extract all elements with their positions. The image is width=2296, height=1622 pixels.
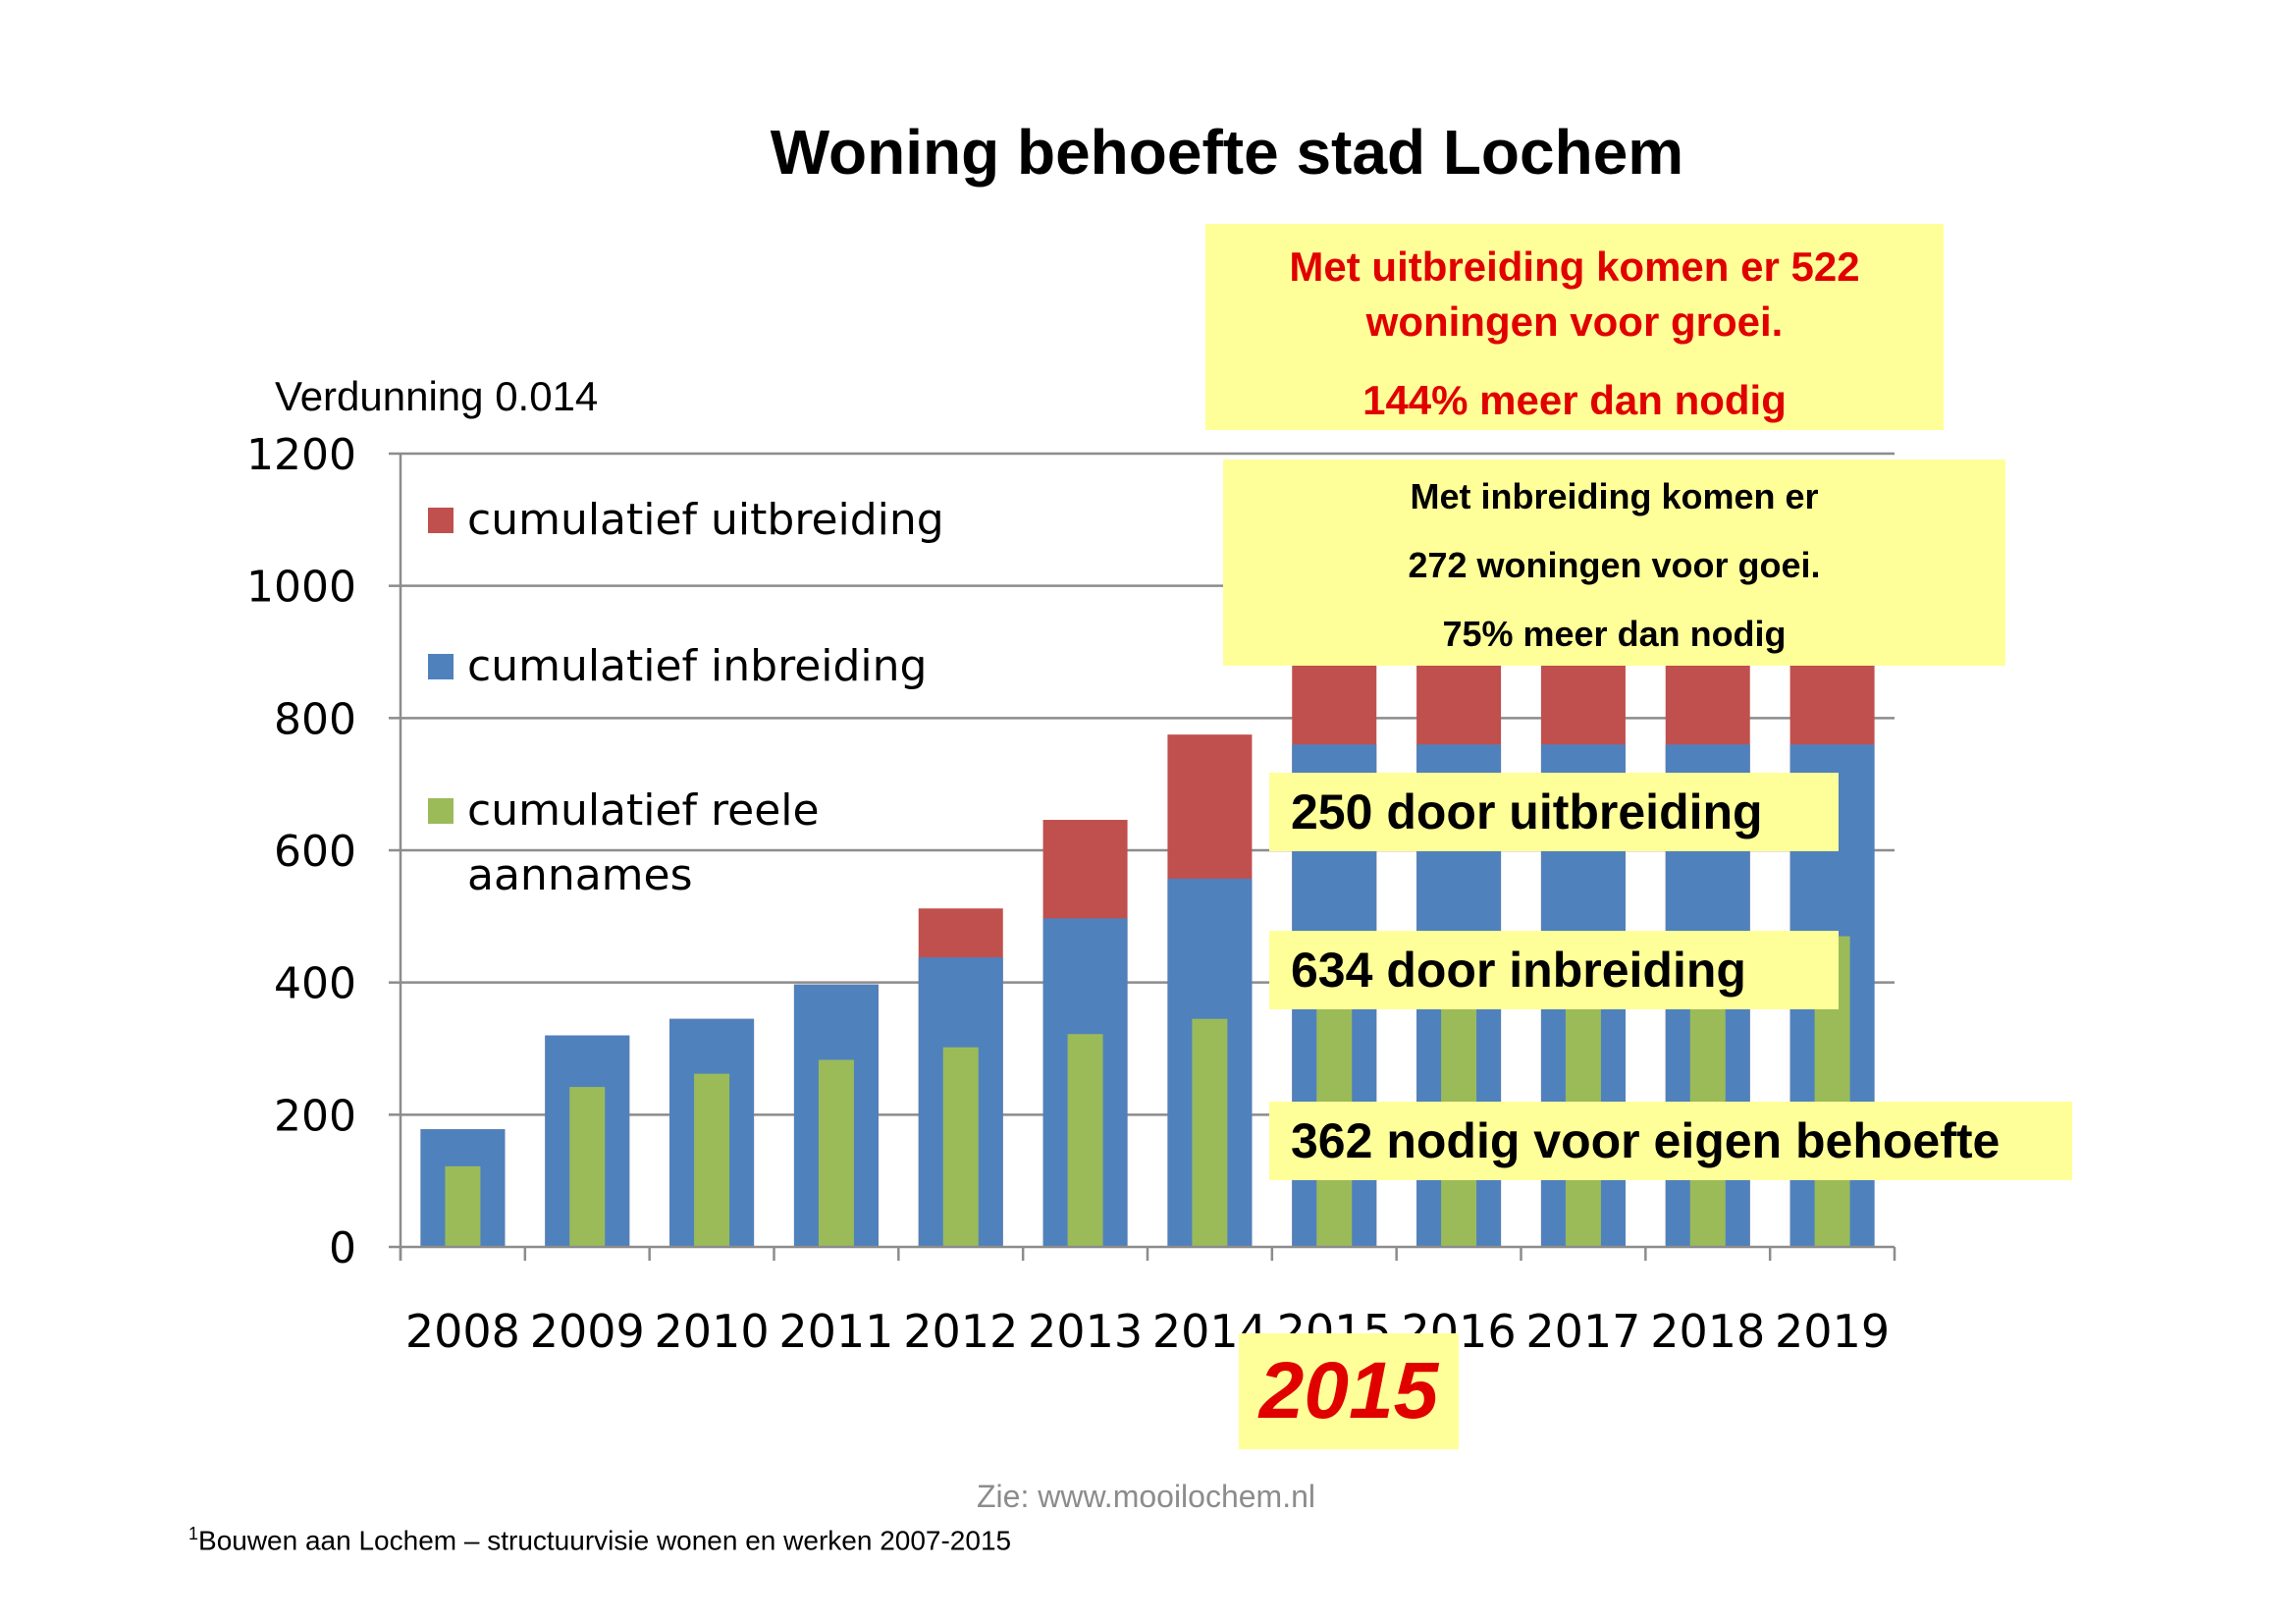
x-tick-label: 2019 bbox=[1775, 1305, 1890, 1358]
bar-cumulatief-reele-aannames-2010 bbox=[694, 1073, 730, 1247]
footnote-mark: 1 bbox=[188, 1524, 199, 1543]
bar-cumulatief-reele-aannames-2008 bbox=[445, 1165, 481, 1247]
callout-uitbreiding: Met uitbreiding komen er 522 woningen vo… bbox=[1205, 224, 1944, 430]
bar-cumulatief-reele-aannames-2009 bbox=[569, 1087, 606, 1247]
y-tick-labels: 0 200 400 600 800 1000 1200 bbox=[246, 430, 356, 1273]
bar-cumulatief-reele-aannames-2013 bbox=[1067, 1034, 1103, 1247]
footnote: 1Bouwen aan Lochem – structuurvisie wone… bbox=[188, 1524, 1011, 1556]
x-tick-label: 2009 bbox=[530, 1305, 645, 1358]
callout-inbreiding: Met inbreiding komen er 272 woningen voo… bbox=[1223, 460, 2005, 666]
bar-cumulatief-reele-aannames-2014 bbox=[1192, 1018, 1228, 1247]
axes bbox=[389, 452, 1896, 1261]
chart-title: Woning behoefte stad Lochem bbox=[770, 117, 1684, 188]
year-badge: 2015 bbox=[1239, 1333, 1459, 1449]
y-tick-label: 1000 bbox=[246, 563, 356, 613]
callout-inbreiding-line3: 75% meer dan nodig bbox=[1442, 614, 1787, 654]
callout-uitbreiding-line1: Met uitbreiding komen er 522 bbox=[1289, 243, 1860, 290]
x-tick-label: 2012 bbox=[903, 1305, 1018, 1358]
callout-inbreiding-line1: Met inbreiding komen er bbox=[1410, 476, 1819, 516]
x-tick-labels: 2008 2009 2010 2011 2012 2013 2014 2015 2016 2017… bbox=[405, 1305, 1890, 1358]
legend: cumulatief uitbreiding cumulatief inbrei… bbox=[428, 495, 944, 900]
callout-uitbreiding-line3: 144% meer dan nodig bbox=[1362, 377, 1787, 423]
legend-swatch-inbreiding bbox=[428, 654, 454, 679]
y-tick-label: 0 bbox=[329, 1223, 356, 1273]
x-tick-label: 2011 bbox=[778, 1305, 893, 1358]
bar-cumulatief-reele-aannames-2011 bbox=[818, 1059, 854, 1247]
x-tick-label: 2010 bbox=[655, 1305, 770, 1358]
source-link[interactable]: Zie: www.mooilochem.nl bbox=[977, 1479, 1315, 1514]
x-tick-label: 2008 bbox=[405, 1305, 520, 1358]
legend-label-reele-line1: cumulatief reele bbox=[467, 785, 820, 836]
x-tick-label: 2018 bbox=[1650, 1305, 1765, 1358]
legend-label-reele-line2: aannames bbox=[467, 850, 693, 900]
y-tick-label: 1200 bbox=[246, 430, 356, 480]
y-tick-label: 800 bbox=[274, 694, 356, 744]
y-tick-label: 400 bbox=[274, 959, 356, 1009]
callout-uitbreiding-line2: woningen voor groei. bbox=[1365, 298, 1784, 345]
y-tick-label: 200 bbox=[274, 1091, 356, 1141]
label-inbreiding: 634 door inbreiding bbox=[1269, 931, 1839, 1009]
legend-swatch-uitbreiding bbox=[428, 508, 454, 533]
label-eigen-behoefte: 362 nodig voor eigen behoefte bbox=[1269, 1102, 2072, 1180]
legend-label-uitbreiding: cumulatief uitbreiding bbox=[467, 495, 944, 545]
chart-subtitle: Verdunning 0.014 bbox=[275, 373, 599, 419]
callout-inbreiding-line2: 272 woningen voor goei. bbox=[1408, 545, 1821, 585]
x-tick-label: 2017 bbox=[1525, 1305, 1640, 1358]
y-tick-label: 600 bbox=[274, 827, 356, 877]
legend-swatch-reele bbox=[428, 798, 454, 824]
bar-cumulatief-reele-aannames-2012 bbox=[942, 1047, 979, 1247]
footnote-text: Bouwen aan Lochem – structuurvisie wonen… bbox=[198, 1525, 1012, 1556]
label-uitbreiding: 250 door uitbreiding bbox=[1269, 773, 1839, 851]
legend-label-inbreiding: cumulatief inbreiding bbox=[467, 641, 927, 691]
x-tick-label: 2013 bbox=[1028, 1305, 1143, 1358]
